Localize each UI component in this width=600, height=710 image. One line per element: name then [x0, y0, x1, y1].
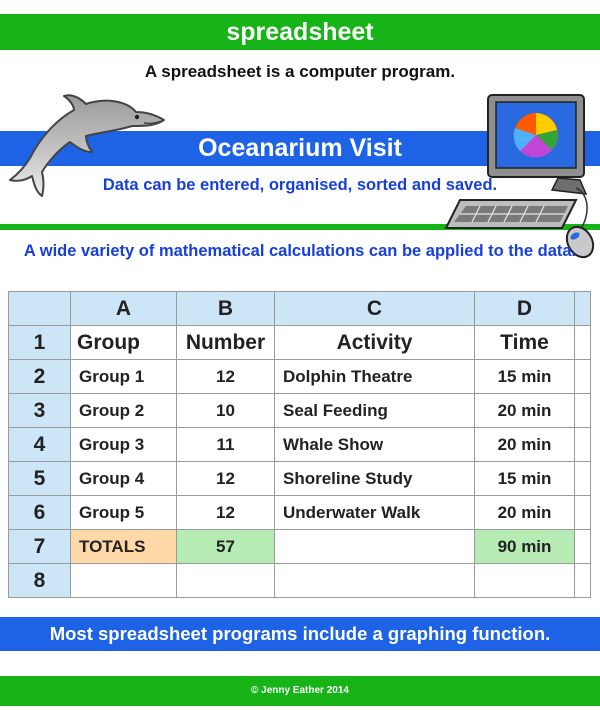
table-cell[interactable]: 12 — [176, 495, 275, 530]
table-row: 1 Group Number Activity Time — [8, 325, 591, 360]
table-cell[interactable]: 11 — [176, 427, 275, 462]
row-header[interactable]: 8 — [8, 563, 71, 598]
table-cell[interactable] — [574, 325, 591, 360]
row-header[interactable]: 6 — [8, 495, 71, 530]
table-cell[interactable]: 20 min — [474, 393, 575, 428]
total-number-cell[interactable]: 57 — [176, 529, 275, 564]
total-time-cell[interactable]: 90 min — [474, 529, 575, 564]
pie-chart-icon — [513, 113, 558, 158]
table-cell[interactable]: Group 5 — [70, 495, 177, 530]
table-cell[interactable] — [274, 563, 475, 598]
column-header-d[interactable]: D — [474, 291, 575, 326]
table-cell[interactable]: 15 min — [474, 461, 575, 496]
table-cell[interactable] — [574, 461, 591, 496]
title-bar: spreadsheet — [0, 14, 600, 50]
column-header-b[interactable]: B — [176, 291, 275, 326]
graphing-note: Most spreadsheet programs include a grap… — [49, 623, 551, 644]
row-header[interactable]: 2 — [8, 359, 71, 394]
table-cell[interactable]: 10 — [176, 393, 275, 428]
column-header-a[interactable]: A — [70, 291, 177, 326]
table-cell[interactable]: 20 min — [474, 427, 575, 462]
table-cell[interactable]: Group 2 — [70, 393, 177, 428]
computer-icon — [444, 94, 595, 259]
row-header[interactable]: 1 — [8, 325, 71, 360]
row-header[interactable]: 3 — [8, 393, 71, 428]
table-cell[interactable]: Group 4 — [70, 461, 177, 496]
table-cell[interactable]: Dolphin Theatre — [274, 359, 475, 394]
column-header-c[interactable]: C — [274, 291, 475, 326]
table-cell[interactable] — [574, 529, 591, 564]
table-cell[interactable]: 12 — [176, 461, 275, 496]
row-header[interactable]: 4 — [8, 427, 71, 462]
banner-subtitle: Data can be entered, organised, sorted a… — [102, 176, 498, 194]
table-cell[interactable] — [574, 359, 591, 394]
spreadsheet-table: A B C D 1 Group Number Activity Time 2 G… — [8, 291, 591, 598]
table-cell[interactable]: 20 min — [474, 495, 575, 530]
table-cell[interactable]: Group — [70, 325, 177, 360]
totals-label-cell[interactable]: TOTALS — [70, 529, 177, 564]
table-cell[interactable] — [574, 427, 591, 462]
copyright: © Jenny Eather 2014 — [251, 685, 349, 696]
table-cell[interactable]: Seal Feeding — [274, 393, 475, 428]
table-row: 8 — [8, 563, 591, 598]
table-cell[interactable]: Activity — [274, 325, 475, 360]
table-cell[interactable]: Shoreline Study — [274, 461, 475, 496]
table-row: 4 Group 3 11 Whale Show 20 min — [8, 427, 591, 462]
table-cell[interactable]: Group 1 — [70, 359, 177, 394]
graphing-banner: Most spreadsheet programs include a grap… — [0, 617, 600, 651]
table-cell[interactable]: Time — [474, 325, 575, 360]
table-row: 5 Group 4 12 Shoreline Study 15 min — [8, 461, 591, 496]
corner-cell[interactable] — [8, 291, 71, 326]
table-cell[interactable]: 12 — [176, 359, 275, 394]
column-header-row: A B C D — [8, 291, 591, 326]
table-cell[interactable] — [274, 529, 475, 564]
footer-bar: © Jenny Eather 2014 — [0, 676, 600, 706]
banner-title: Oceanarium Visit — [198, 134, 402, 162]
table-row: 2 Group 1 12 Dolphin Theatre 15 min — [8, 359, 591, 394]
mouse-icon — [565, 225, 595, 259]
keyboard-icon — [444, 199, 578, 229]
table-cell[interactable] — [474, 563, 575, 598]
table-row: 6 Group 5 12 Underwater Walk 20 min — [8, 495, 591, 530]
intro-text: A spreadsheet is a computer program. — [144, 62, 456, 81]
row-header[interactable]: 7 — [8, 529, 71, 564]
table-cell[interactable] — [70, 563, 177, 598]
page-title: spreadsheet — [226, 18, 374, 46]
table-cell[interactable]: Group 3 — [70, 427, 177, 462]
calculation-note: A wide variety of mathematical calculati… — [23, 242, 577, 260]
table-row: 3 Group 2 10 Seal Feeding 20 min — [8, 393, 591, 428]
table-cell[interactable]: Whale Show — [274, 427, 475, 462]
table-cell[interactable]: Underwater Walk — [274, 495, 475, 530]
totals-row: 7 TOTALS 57 90 min — [8, 529, 591, 564]
table-cell[interactable]: Number — [176, 325, 275, 360]
row-header[interactable]: 5 — [8, 461, 71, 496]
table-cell[interactable] — [574, 393, 591, 428]
table-cell[interactable]: 15 min — [474, 359, 575, 394]
table-cell[interactable] — [574, 563, 591, 598]
table-cell[interactable] — [574, 495, 591, 530]
dolphin-icon — [9, 94, 165, 197]
table-cell[interactable] — [176, 563, 275, 598]
column-header-e[interactable] — [574, 291, 591, 326]
divider — [0, 224, 600, 230]
